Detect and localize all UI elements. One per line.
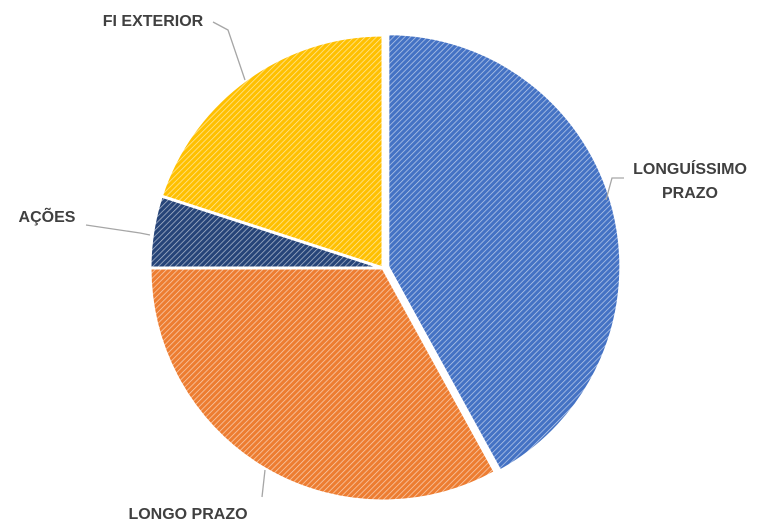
slice-label: AÇÕES xyxy=(18,209,76,226)
slice-label: LONGO PRAZO xyxy=(128,506,248,523)
leader-line xyxy=(212,21,246,81)
pie-slice xyxy=(159,33,385,271)
leader-line xyxy=(605,177,624,201)
leader-line xyxy=(261,469,266,498)
pie-slice xyxy=(148,266,498,503)
slice-label: FI EXTERIOR xyxy=(102,13,204,30)
pie-slice xyxy=(386,32,623,473)
slice-label: LONGUÍSSIMO PRAZO xyxy=(633,161,747,202)
leader-line xyxy=(85,224,151,236)
